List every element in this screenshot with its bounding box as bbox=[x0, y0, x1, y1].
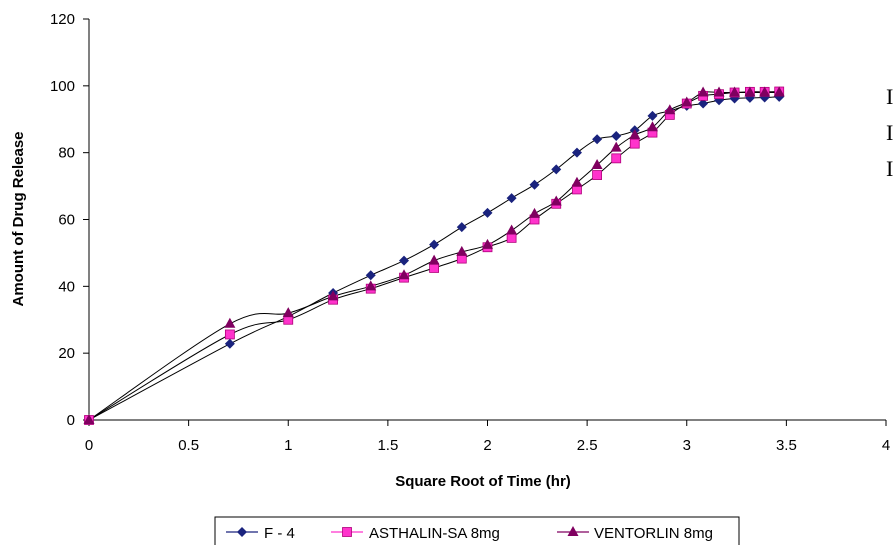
series-1-point bbox=[592, 170, 602, 180]
y-tick-label: 60 bbox=[58, 212, 75, 229]
series-2-point bbox=[591, 159, 603, 170]
series-0-point bbox=[506, 193, 517, 204]
x-tick-label: 0 bbox=[85, 437, 93, 454]
series-0-point bbox=[592, 134, 603, 145]
series-layer bbox=[83, 86, 785, 425]
side-text-line-2: I bbox=[886, 120, 893, 145]
series-0-point bbox=[647, 110, 658, 121]
x-tick-label: 4 bbox=[882, 437, 890, 454]
series-1-point bbox=[629, 138, 640, 149]
series-0-point bbox=[224, 338, 235, 349]
series-2-point bbox=[744, 86, 756, 97]
series-0-point bbox=[482, 207, 493, 218]
y-tick-label: 0 bbox=[67, 412, 75, 429]
series-0-point bbox=[399, 255, 410, 266]
y-tick-label: 20 bbox=[58, 345, 75, 362]
series-2-point bbox=[506, 224, 518, 235]
series-1-point bbox=[224, 329, 235, 340]
x-tick-label: 3 bbox=[683, 437, 691, 454]
series-1-point bbox=[506, 232, 517, 243]
series-2-point bbox=[365, 280, 377, 291]
x-axis-title: Square Root of Time (hr) bbox=[395, 473, 571, 490]
x-tick-label: 0.5 bbox=[178, 437, 199, 454]
y-tick-label: 40 bbox=[58, 278, 75, 295]
y-tick-label: 120 bbox=[50, 11, 75, 28]
legend-label-f4: F - 4 bbox=[264, 525, 295, 542]
series-2-point bbox=[571, 176, 583, 187]
y-axis-title: Amount of Drug Release bbox=[10, 131, 27, 306]
x-tick-label: 2.5 bbox=[577, 437, 598, 454]
x-tick-label: 2 bbox=[483, 437, 491, 454]
side-text: I I I bbox=[886, 84, 893, 181]
series-2-point bbox=[428, 254, 440, 265]
series-2-point bbox=[550, 195, 562, 206]
legend: F - 4 ASTHALIN-SA 8mg VENTORLIN 8mg bbox=[214, 516, 740, 545]
series-0-point bbox=[551, 164, 562, 175]
series-0-point bbox=[698, 98, 709, 109]
side-text-line-1: I bbox=[886, 84, 893, 109]
series-0-point bbox=[429, 239, 440, 250]
legend-box bbox=[214, 516, 740, 545]
series-2-point bbox=[529, 207, 541, 218]
series-2-point bbox=[327, 290, 339, 301]
series-2-point bbox=[610, 141, 622, 152]
series-2-point bbox=[456, 245, 468, 256]
series-0-point bbox=[529, 179, 540, 190]
series-2-point bbox=[482, 238, 493, 249]
series-2-point bbox=[646, 121, 658, 132]
series-2-point bbox=[713, 86, 725, 97]
y-ticks: 0 20 40 60 80 100 120 bbox=[50, 11, 89, 429]
series-2-point bbox=[282, 307, 294, 318]
legend-label-ventorlin: VENTORLIN 8mg bbox=[594, 525, 713, 542]
series-0-point bbox=[571, 147, 582, 158]
series-2-point bbox=[759, 86, 771, 97]
x-tick-label: 1 bbox=[284, 437, 292, 454]
series-0-point bbox=[456, 222, 467, 233]
series-0-point bbox=[611, 130, 622, 141]
series-1-point bbox=[429, 263, 440, 273]
series-2-point bbox=[773, 86, 785, 97]
series-2-point bbox=[629, 128, 641, 139]
series-1-point bbox=[611, 153, 622, 164]
axes bbox=[88, 19, 886, 421]
series-2-point bbox=[697, 86, 709, 97]
legend-marker-f4 bbox=[237, 527, 247, 537]
x-tick-label: 1.5 bbox=[377, 437, 398, 454]
legend-label-asthalin: ASTHALIN-SA 8mg bbox=[369, 525, 500, 542]
x-tick-label: 3.5 bbox=[776, 437, 797, 454]
x-ticks: 0 0.5 1 1.5 2 2.5 3 3.5 4 bbox=[85, 420, 890, 454]
side-text-line-3: I bbox=[886, 156, 893, 181]
y-tick-label: 100 bbox=[50, 78, 75, 95]
y-tick-label: 80 bbox=[58, 145, 75, 162]
series-2-point bbox=[729, 86, 741, 97]
series-2-point bbox=[224, 317, 236, 328]
legend-marker-ventorlin bbox=[567, 526, 579, 536]
series-2-point bbox=[681, 96, 693, 107]
legend-marker-asthalin bbox=[342, 527, 352, 537]
series-2-point bbox=[398, 269, 410, 280]
series-2-point bbox=[83, 414, 95, 424]
series-2-point bbox=[664, 104, 676, 115]
series-0-point bbox=[365, 270, 376, 281]
